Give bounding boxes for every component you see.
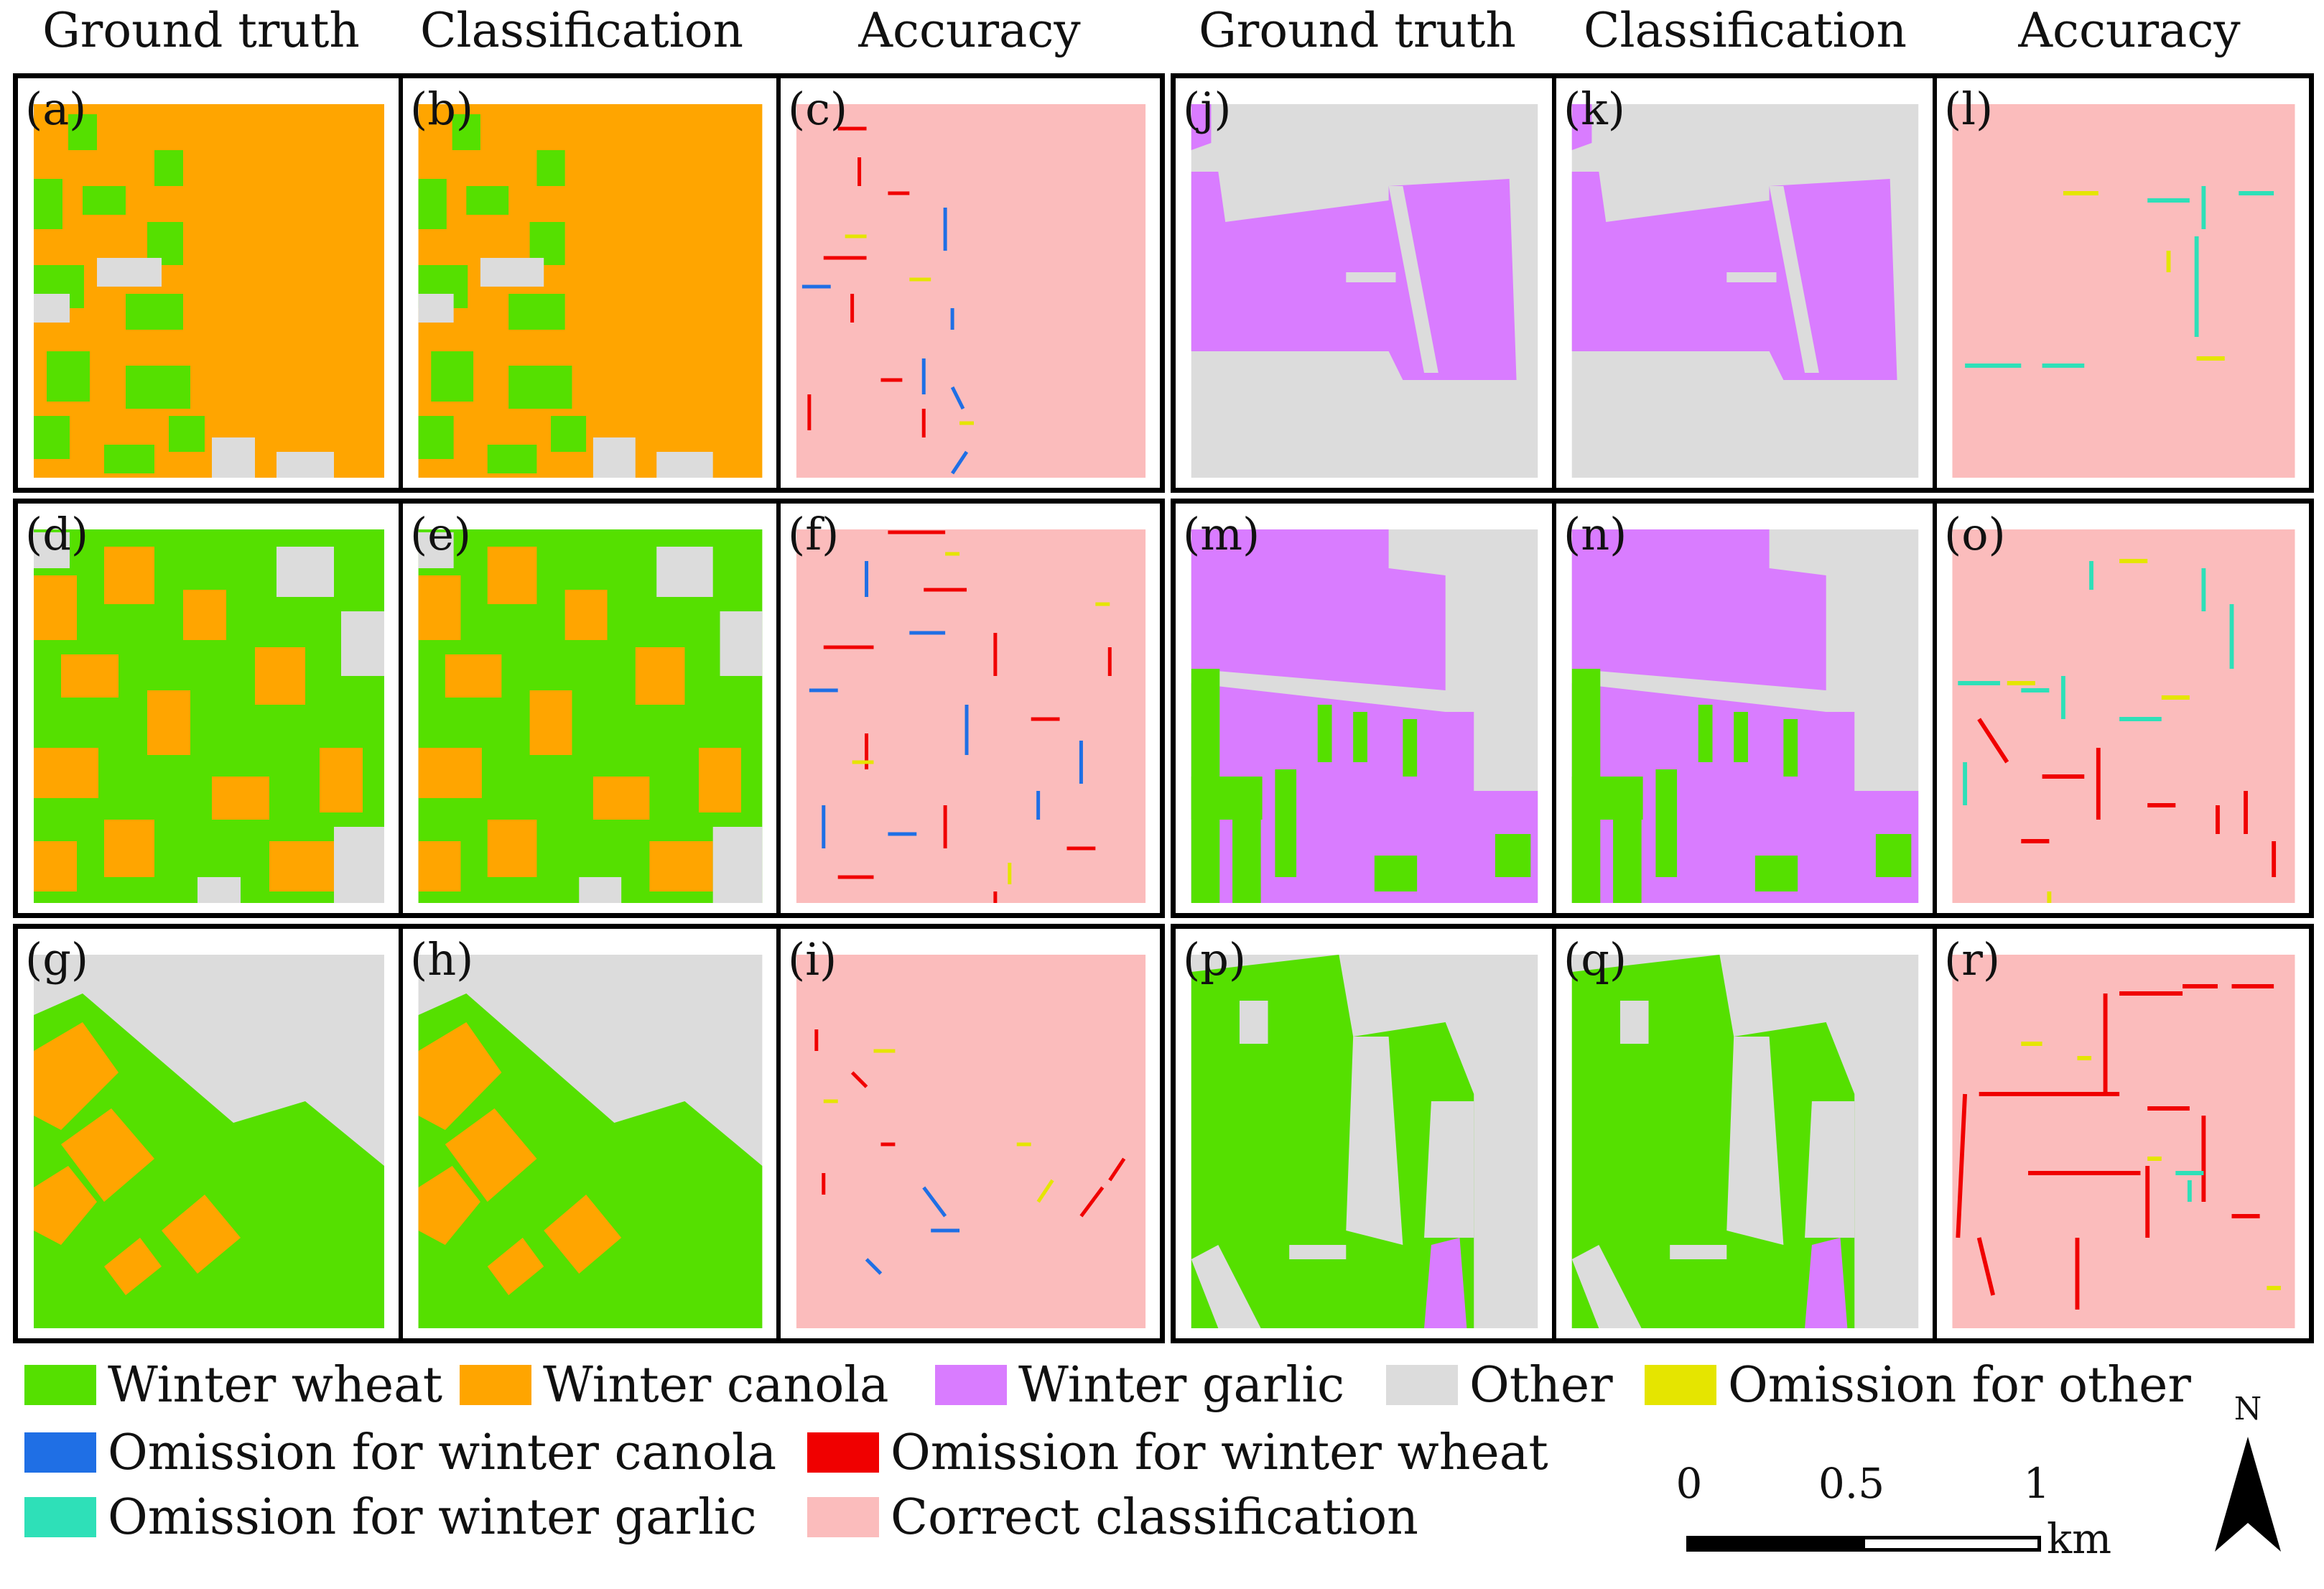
- panel-label: (j): [1183, 83, 1232, 135]
- panel-label: (e): [410, 508, 472, 560]
- panel-h: (h): [403, 929, 776, 1338]
- panel-divider: [776, 504, 781, 913]
- north-label: N: [2234, 1391, 2262, 1427]
- legend-label: Omission for winter garlic: [108, 1488, 757, 1546]
- panel-o: (o): [1937, 504, 2309, 913]
- scale-tick-0: 0: [1675, 1459, 1703, 1508]
- panel-l: (l): [1937, 78, 2309, 488]
- panel-r: (r): [1937, 929, 2309, 1338]
- panel-p: (p): [1176, 929, 1552, 1338]
- omission-other-swatch: [1645, 1365, 1716, 1405]
- legend-item-omission-canola: Omission for winter canola: [24, 1424, 776, 1481]
- panel-divider: [1552, 929, 1556, 1338]
- panel-j: (j): [1176, 78, 1552, 488]
- panel-label: (g): [25, 933, 89, 986]
- panel-i: (i): [781, 929, 1160, 1338]
- map-block-m-o: (m) (n) (o): [1171, 499, 2314, 918]
- legend-label: Other: [1469, 1356, 1613, 1414]
- north-arrow-icon: [2215, 1437, 2281, 1552]
- map-block-p-r: (p) (q) (r): [1171, 924, 2314, 1343]
- legend: Winter wheat Winter canola Winter garlic…: [0, 1351, 2324, 1589]
- legend-item-winter-wheat: Winter wheat: [24, 1356, 442, 1414]
- panel-m: (m): [1176, 504, 1552, 913]
- legend-label: Omission for other: [1728, 1356, 2191, 1414]
- legend-item-other: Other: [1386, 1356, 1613, 1414]
- panel-divider: [1933, 504, 1937, 913]
- winter-wheat-swatch: [24, 1365, 96, 1405]
- omission-canola-swatch: [24, 1432, 96, 1473]
- header-ground-truth-right: Ground truth: [1199, 3, 1516, 58]
- panel-label: (q): [1563, 933, 1627, 986]
- legend-item-correct: Correct classification: [807, 1488, 1418, 1546]
- panel-f: (f): [781, 504, 1160, 913]
- panel-divider: [1552, 504, 1556, 913]
- legend-label: Omission for winter canola: [108, 1424, 777, 1481]
- legend-label: Winter garlic: [1018, 1356, 1345, 1414]
- map-block-g-i: (g) (h) (i): [13, 924, 1165, 1343]
- panel-label: (i): [788, 933, 837, 986]
- panel-label: (p): [1183, 933, 1247, 986]
- panel-k: (k): [1556, 78, 1933, 488]
- north-arrow: N: [2213, 1394, 2282, 1559]
- panel-label: (a): [25, 83, 87, 135]
- panel-divider: [1933, 929, 1937, 1338]
- panel-label: (o): [1944, 508, 2006, 560]
- panel-divider: [399, 929, 403, 1338]
- map-block-d-f: (d) (e): [13, 499, 1165, 918]
- panel-divider: [776, 929, 781, 1338]
- legend-item-winter-canola: Winter canola: [460, 1356, 889, 1414]
- panel-label: (r): [1944, 933, 2001, 986]
- scale-bar: 0 0.5 1 km: [1676, 1459, 2112, 1563]
- omission-garlic-swatch: [24, 1497, 96, 1537]
- legend-label: Winter canola: [543, 1356, 889, 1414]
- legend-item-omission-other: Omission for other: [1645, 1356, 2191, 1414]
- panel-label: (k): [1563, 83, 1625, 135]
- panel-divider: [776, 78, 781, 488]
- header-classification-right: Classification: [1583, 3, 1907, 58]
- panel-label: (m): [1183, 508, 1260, 560]
- panel-divider: [399, 78, 403, 488]
- header-classification-left: Classification: [419, 3, 743, 58]
- panel-g: (g): [18, 929, 399, 1338]
- scale-unit: km: [2047, 1514, 2112, 1563]
- panel-label: (c): [788, 83, 848, 135]
- legend-label: Omission for winter wheat: [891, 1424, 1548, 1481]
- panel-n: (n): [1556, 504, 1933, 913]
- panel-q: (q): [1556, 929, 1933, 1338]
- legend-item-winter-garlic: Winter garlic: [935, 1356, 1344, 1414]
- legend-item-omission-wheat: Omission for winter wheat: [807, 1424, 1548, 1481]
- omission-wheat-swatch: [807, 1432, 879, 1473]
- panel-c: (c): [781, 78, 1160, 488]
- panel-divider: [399, 504, 403, 913]
- legend-label: Winter wheat: [108, 1356, 443, 1414]
- header-ground-truth-left: Ground truth: [42, 3, 360, 58]
- header-accuracy-right: Accuracy: [2018, 3, 2241, 58]
- correct-swatch: [807, 1497, 879, 1537]
- panel-label: (f): [788, 508, 840, 560]
- scale-bar-segment-dark: [1686, 1536, 1864, 1552]
- legend-item-omission-garlic: Omission for winter garlic: [24, 1488, 757, 1546]
- winter-garlic-swatch: [935, 1365, 1007, 1405]
- panel-label: (n): [1563, 508, 1627, 560]
- panel-a: (a): [18, 78, 399, 488]
- map-block-a-c: (a) (b): [13, 73, 1165, 493]
- panel-label: (d): [25, 508, 89, 560]
- panel-divider: [1552, 78, 1556, 488]
- panel-d: (d): [18, 504, 399, 913]
- legend-label: Correct classification: [891, 1488, 1418, 1546]
- header-accuracy-left: Accuracy: [858, 3, 1081, 58]
- map-block-j-l: (j) (k) (l): [1171, 73, 2314, 493]
- panel-label: (l): [1944, 83, 1994, 135]
- scale-tick-0-5: 0.5: [1818, 1459, 1885, 1508]
- panel-b: (b): [403, 78, 776, 488]
- other-swatch: [1386, 1365, 1458, 1405]
- scale-bar-segment-light: [1861, 1536, 2041, 1552]
- panel-label: (h): [410, 933, 474, 986]
- panel-e: (e): [403, 504, 776, 913]
- panel-divider: [1933, 78, 1937, 488]
- panel-label: (b): [410, 83, 474, 135]
- scale-tick-1: 1: [2023, 1459, 2050, 1508]
- winter-canola-swatch: [460, 1365, 531, 1405]
